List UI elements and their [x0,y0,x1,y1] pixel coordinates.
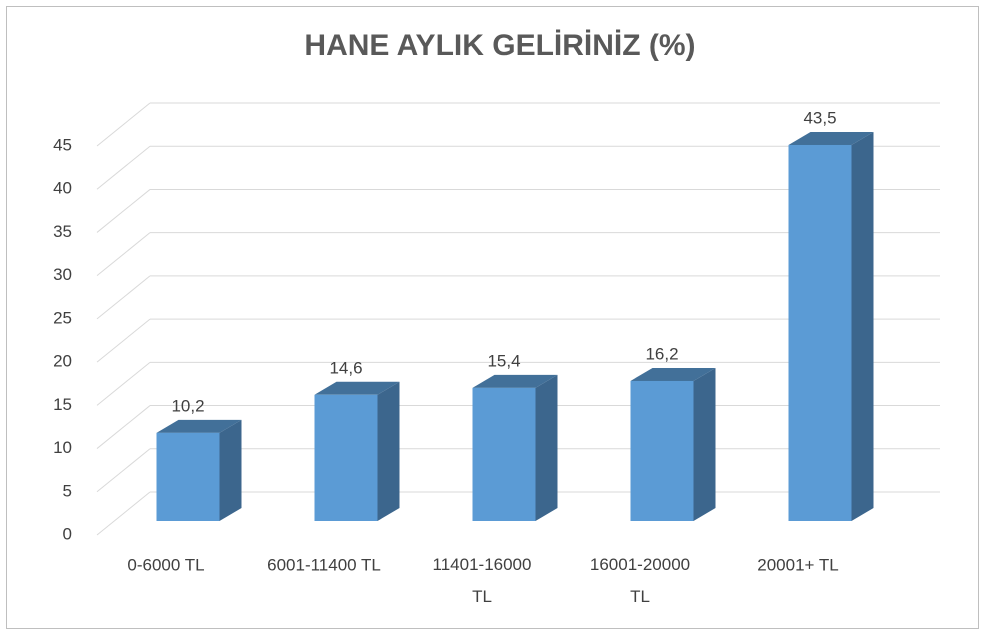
y-tick-label: 30 [53,265,72,284]
data-label: 14,6 [329,358,362,377]
grid-line-floor [96,145,151,190]
bar-side [693,367,716,521]
data-label: 10,2 [171,396,204,415]
x-tick-label-line: TL [630,587,650,606]
y-tick-label: 20 [53,352,72,371]
bar [630,380,694,521]
x-tick-label: 0-6000 TL [127,555,204,574]
bar [788,144,852,521]
y-tick-label: 15 [53,395,72,414]
y-tick-label: 5 [63,481,72,500]
grid-line-floor [96,491,151,536]
bar-side [219,419,242,521]
bar-top [788,131,874,145]
y-tick-label: 45 [53,135,72,154]
data-label: 43,5 [803,108,836,127]
bar-side [851,131,874,521]
grid-line-floor [96,318,151,363]
grid-line-floor [96,232,151,277]
x-tick-label: 6001-11400 TL [267,555,381,574]
bar-top [630,367,716,381]
bar-top [472,374,558,388]
bar [156,432,220,521]
y-tick-label: 25 [53,308,72,327]
chart-title: HANE AYLIK GELİRİNİZ (%) [304,29,695,62]
y-tick-label: 40 [53,179,72,198]
data-label: 15,4 [487,351,520,370]
bar-top [156,419,242,433]
x-tick-label-line: 16001-20000 [590,555,690,574]
grid-line-floor [96,102,151,147]
grid-line-floor [96,275,151,320]
bar-top [314,381,400,395]
grid-line-floor [96,405,151,449]
bar-side [377,381,400,521]
data-label: 16,2 [645,344,678,363]
grid-line-floor [96,361,151,406]
x-tick-label-line: 11401-16000 [433,555,532,574]
bar [314,394,378,521]
grid-line-floor [96,448,151,493]
bar-side [535,374,558,521]
x-tick-label: 20001+ TL [757,555,838,574]
x-tick-label: 11401-16000 TL [433,555,532,606]
bar [472,387,536,521]
y-tick-label: 35 [53,222,72,241]
grid-line-floor [96,189,151,233]
y-tick-label: 10 [53,438,72,457]
x-tick-label-line: TL [472,587,492,606]
y-tick-label: 0 [63,524,72,543]
x-tick-label: 16001-20000 TL [590,555,690,606]
